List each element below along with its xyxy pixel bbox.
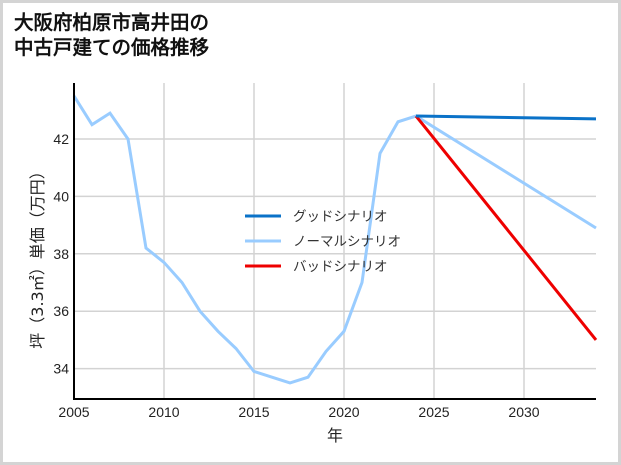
grid-lines (74, 83, 596, 399)
x-tick-label: 2025 (418, 404, 449, 420)
series-line-1 (72, 95, 597, 385)
legend-label: グッドシナリオ (293, 209, 388, 225)
y-axis-label: 坪（3.3㎡）単価（万円） (28, 163, 47, 348)
chart-title: 大阪府柏原市高井田の 中古戸建ての価格推移 (14, 10, 209, 60)
x-tick-label: 2015 (238, 404, 269, 420)
x-tick-label: 2005 (58, 404, 89, 420)
x-tick-label: 2030 (508, 404, 539, 420)
x-tick-label: 2020 (328, 404, 359, 420)
y-tick-label: 42 (53, 131, 69, 147)
y-tick-labels: 34 36 38 40 42 (53, 131, 69, 377)
series-line-0 (415, 114, 597, 121)
y-tick-label: 38 (53, 246, 69, 262)
legend-label: ノーマルシナリオ (293, 234, 401, 250)
axes (73, 83, 596, 400)
y-tick-label: 36 (53, 303, 69, 319)
legend-label: バッドシナリオ (293, 259, 388, 275)
x-axis-label: 年 (327, 426, 343, 445)
y-tick-label: 40 (53, 188, 69, 204)
series-line-2 (414, 115, 598, 341)
x-tick-labels: 2005 2010 2015 2020 2025 2030 (58, 404, 539, 420)
series-lines (72, 95, 598, 385)
chart-title-line2: 中古戸建ての価格推移 (14, 36, 210, 59)
x-tick-label: 2010 (148, 404, 179, 420)
y-tick-label: 34 (53, 361, 69, 377)
chart-title-line1: 大阪府柏原市高井田の (14, 11, 210, 34)
